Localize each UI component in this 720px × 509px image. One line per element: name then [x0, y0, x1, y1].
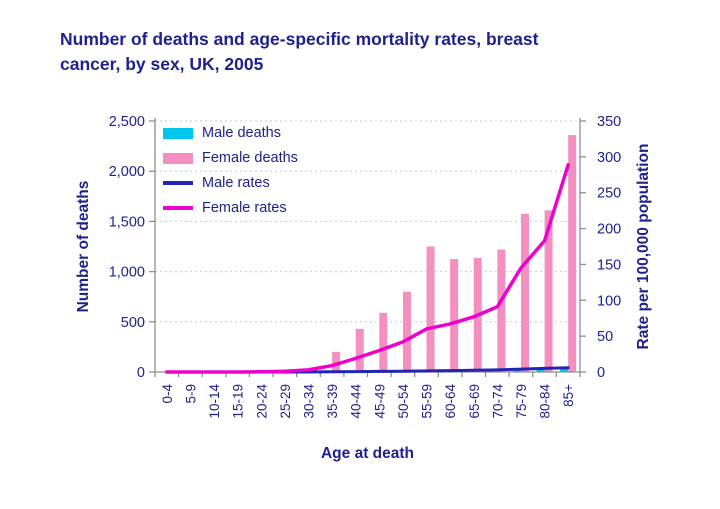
chart-title-line-2: cancer, by sex, UK, 2005 [60, 53, 264, 74]
left-axis-tick-label: 2,000 [109, 164, 145, 180]
x-tick-label: 0-4 [160, 384, 175, 404]
x-tick-label: 25-29 [278, 384, 293, 419]
bar-female-deaths-55-59 [426, 246, 435, 372]
x-tick-label: 45-49 [372, 384, 387, 419]
x-tick-label: 35-39 [325, 384, 340, 419]
x-tick-label: 75-79 [514, 384, 529, 419]
right-axis-tick-label: 350 [597, 114, 621, 130]
x-tick-label: 20-24 [254, 384, 269, 419]
x-tick-label: 85+ [561, 384, 576, 407]
left-axis-tick-label: 2,500 [109, 114, 145, 130]
legend-swatch-bar [163, 127, 193, 139]
bar-female-deaths-85+ [568, 135, 577, 372]
bar-female-deaths-75-79 [520, 213, 529, 372]
bar-female-deaths-35-39 [332, 351, 341, 372]
right-axis-tick-label: 100 [597, 293, 621, 309]
legend-label: Female deaths [202, 150, 298, 166]
x-tick-label: 15-19 [231, 384, 246, 419]
right-axis-tick-label: 300 [597, 150, 621, 166]
legend-label: Male deaths [202, 125, 281, 141]
x-tick-label: 65-69 [467, 384, 482, 419]
legend-item-female-rates: Female rates [163, 200, 298, 216]
x-tick-label: 50-54 [396, 384, 411, 419]
x-tick-label: 30-34 [301, 384, 316, 419]
x-tick-label: 10-14 [207, 384, 222, 419]
chart-title-line-1: Number of deaths and age-specific mortal… [60, 29, 539, 49]
x-axis-title: Age at death [321, 445, 414, 462]
left-axis-tick-label: 1,500 [109, 214, 145, 230]
left-axis-tick-label: 500 [121, 315, 145, 331]
bar-female-deaths-40-44 [355, 328, 364, 372]
legend-swatch-bar [163, 152, 193, 164]
x-tick-label: 60-64 [443, 384, 458, 419]
left-axis-title: Number of deaths [75, 181, 92, 313]
left-axis-tick-label: 0 [137, 365, 145, 381]
legend-swatch-line [163, 181, 193, 185]
bar-male-deaths-80-84 [536, 368, 545, 372]
legend-swatch-line [163, 206, 193, 210]
right-axis-tick-label: 50 [597, 329, 613, 345]
bar-female-deaths-60-64 [450, 259, 459, 372]
right-axis-tick-label: 0 [597, 365, 605, 381]
bar-female-deaths-70-74 [497, 249, 506, 372]
x-tick-label: 40-44 [349, 384, 364, 419]
chart-title: Number of deaths and age-specific mortal… [60, 27, 640, 77]
bar-female-deaths-45-49 [379, 312, 388, 372]
bar-male-deaths-85+ [560, 367, 569, 372]
right-axis-title: Rate per 100,000 population [635, 144, 652, 350]
x-tick-label: 80-84 [538, 384, 553, 419]
x-tick-label: 55-59 [420, 384, 435, 419]
legend-item-female-deaths: Female deaths [163, 150, 298, 166]
bar-female-deaths-50-54 [402, 291, 411, 372]
line-female-rates [165, 162, 570, 374]
bar-female-deaths-80-84 [544, 210, 553, 372]
x-tick-label: 70-74 [490, 384, 505, 419]
x-tick-label: 5-9 [183, 384, 198, 404]
legend-label: Female rates [202, 200, 287, 216]
legend-item-male-rates: Male rates [163, 175, 298, 191]
left-axis-tick-label: 1,000 [109, 265, 145, 281]
right-axis-tick-label: 150 [597, 257, 621, 273]
chart-legend: Male deaths Female deaths Male rates Female… [163, 125, 298, 216]
right-axis-tick-label: 200 [597, 222, 621, 238]
legend-label: Male rates [202, 175, 270, 191]
right-axis-tick-label: 250 [597, 186, 621, 202]
legend-item-male-deaths: Male deaths [163, 125, 298, 141]
